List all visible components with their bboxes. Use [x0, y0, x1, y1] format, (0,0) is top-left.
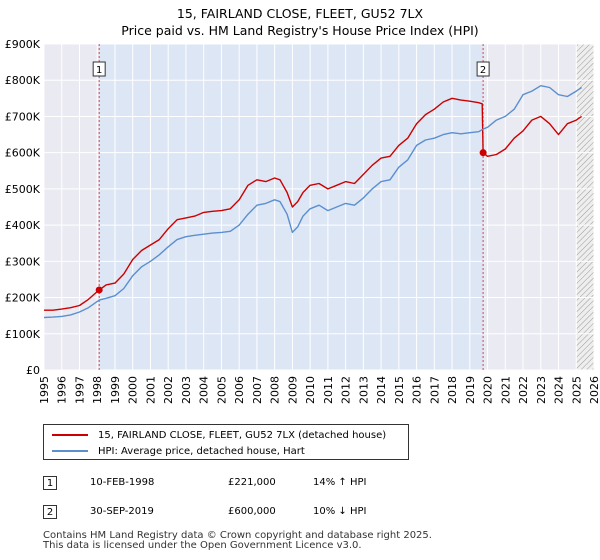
- title-address: 15, FAIRLAND CLOSE, FLEET, GU52 7LX: [176, 6, 424, 21]
- event-label-box: [476, 61, 490, 77]
- y-tick-label: £400K: [5, 219, 41, 232]
- x-tick-label: 2021: [499, 376, 512, 404]
- x-tick-label: 2015: [393, 376, 406, 404]
- x-tick-label: 1995: [38, 376, 51, 404]
- x-tick-label: 2010: [304, 376, 317, 404]
- x-tick-label: 2014: [375, 376, 388, 404]
- transaction-date: 10-FEB-1998: [90, 477, 155, 488]
- legend-label-hpi: HPI: Average price, detached house, Hart: [98, 445, 305, 457]
- series-line-property: [44, 97, 583, 311]
- x-tick-label: 2023: [535, 376, 548, 404]
- series-line-hpi: [43, 85, 582, 319]
- x-tick-label: 2000: [127, 376, 140, 404]
- event-label: 2: [480, 65, 486, 76]
- chart-axes: £0 £100K £200K £300K £400K £500K £600K £700K £80…: [5, 38, 600, 404]
- y-tick-label: £300K: [5, 255, 41, 268]
- x-tick-label: 2002: [162, 376, 175, 404]
- y-tick-label: £500K: [5, 183, 41, 196]
- transaction-price: £221,000: [228, 477, 276, 488]
- legend-item-hpi: HPI: Average price, detached house, Hart: [52, 444, 305, 458]
- y-tick-label: £200K: [5, 292, 41, 305]
- x-tick-label: 2022: [517, 376, 530, 404]
- transaction-hpi-change: 14% ↑ HPI: [313, 477, 367, 488]
- title-subtitle: Price paid vs. HM Land Registry's House …: [121, 23, 479, 38]
- ownership-shade: [99, 44, 484, 370]
- x-tick-label: 1996: [56, 376, 69, 404]
- legend-label-property: 15, FAIRLAND CLOSE, FLEET, GU52 7LX (det…: [98, 429, 387, 441]
- x-tick-label: 2006: [233, 376, 246, 404]
- x-tick-label: 2024: [553, 376, 566, 404]
- x-tick-label: 2009: [286, 376, 299, 404]
- x-tick-label: 2008: [269, 376, 282, 404]
- legend-item-property: 15, FAIRLAND CLOSE, FLEET, GU52 7LX (det…: [52, 428, 386, 442]
- legend-swatch-hpi: [52, 450, 88, 452]
- x-tick-label: 2025: [570, 376, 583, 404]
- chart-title: 15, FAIRLAND CLOSE, FLEET, GU52 7LX Pric…: [0, 5, 600, 39]
- x-tick-label: 2026: [588, 376, 600, 404]
- x-tick-label: 2013: [357, 376, 370, 404]
- transaction-number: 1: [43, 476, 57, 490]
- sale-point: [479, 149, 487, 157]
- chart-grid: [43, 43, 595, 371]
- y-tick-label: £800K: [5, 74, 41, 87]
- x-tick-label: 1999: [109, 376, 122, 404]
- x-tick-label: 2001: [144, 376, 157, 404]
- x-tick-label: 2018: [446, 376, 459, 404]
- y-tick-label: £0: [26, 364, 40, 377]
- chart-series: [43, 85, 583, 319]
- transaction-hpi-change: 10% ↓ HPI: [313, 506, 367, 517]
- forecast-hatch: [576, 44, 594, 370]
- x-tick-label: 2020: [482, 376, 495, 404]
- x-tick-label: 2003: [180, 376, 193, 404]
- event-label-box: [92, 61, 106, 77]
- legend: 15, FAIRLAND CLOSE, FLEET, GU52 7LX (det…: [43, 424, 409, 460]
- x-tick-label: 1998: [91, 376, 104, 404]
- y-tick-label: £700K: [5, 110, 41, 123]
- x-tick-label: 2004: [198, 376, 211, 404]
- x-tick-label: 2007: [251, 376, 264, 404]
- y-tick-label: £100K: [5, 328, 41, 341]
- footer: Contains HM Land Registry data © Crown c…: [43, 531, 432, 551]
- sale-points: [95, 149, 487, 294]
- x-tick-label: 2017: [428, 376, 441, 404]
- footer-copyright: Contains HM Land Registry data © Crown c…: [43, 530, 432, 541]
- footer-license: This data is licensed under the Open Gov…: [43, 540, 362, 551]
- transaction-date: 30-SEP-2019: [90, 506, 154, 517]
- legend-swatch-property: [52, 434, 88, 436]
- transaction-row: 1 10-FEB-1998 £221,000 14% ↑ HPI: [43, 476, 563, 492]
- x-tick-label: 2011: [322, 376, 335, 404]
- x-tick-label: 2012: [340, 376, 353, 404]
- transaction-row: 2 30-SEP-2019 £600,000 10% ↓ HPI: [43, 505, 563, 521]
- y-tick-label: £900K: [5, 38, 41, 51]
- x-tick-label: 2005: [215, 376, 228, 404]
- x-tick-label: 2016: [411, 376, 424, 404]
- transaction-number: 2: [43, 505, 57, 519]
- sale-point: [95, 286, 103, 294]
- transaction-price: £600,000: [228, 506, 276, 517]
- x-tick-label: 1997: [73, 376, 86, 404]
- event-label: 1: [96, 65, 102, 76]
- y-tick-label: £600K: [5, 147, 41, 160]
- x-tick-label: 2019: [464, 376, 477, 404]
